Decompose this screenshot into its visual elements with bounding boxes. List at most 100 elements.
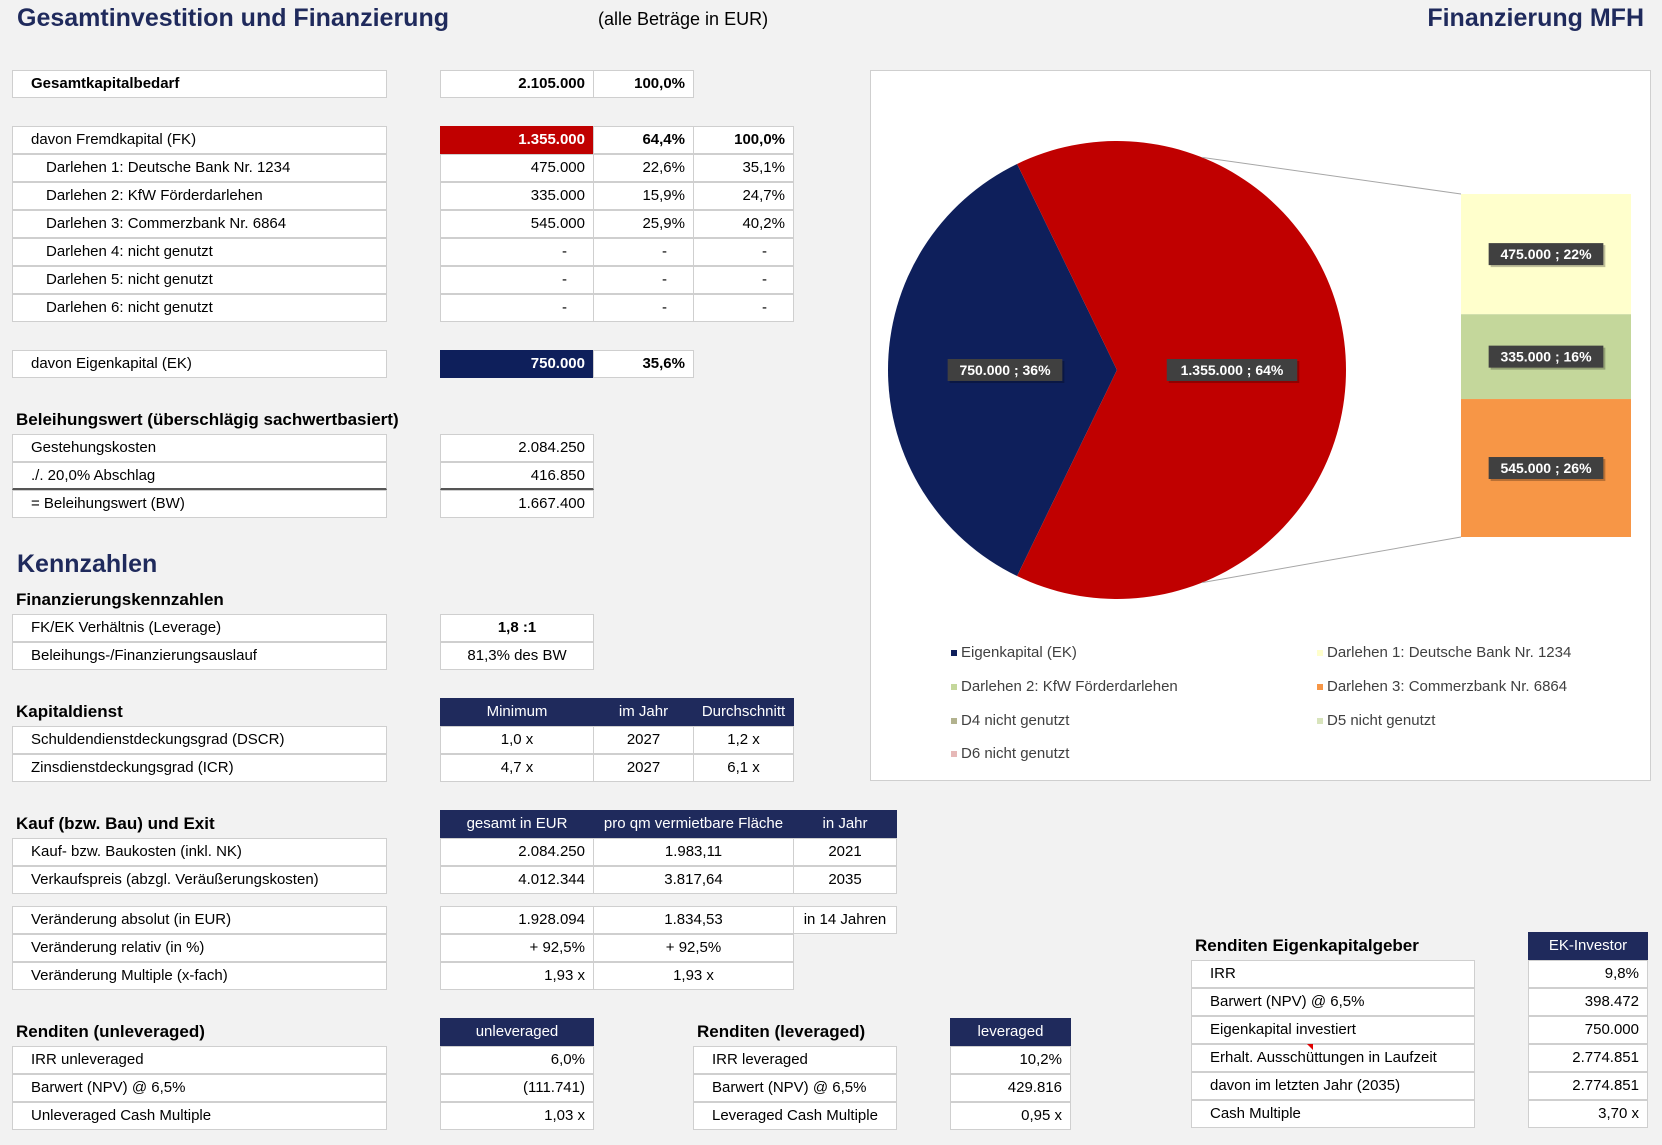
ekinv-row-label[interactable]: Erhalt. Ausschüttungen in Laufzeit (1191, 1044, 1475, 1072)
kauf-row-total[interactable]: 2.084.250 (440, 838, 594, 866)
change-label[interactable]: Veränderung Multiple (x-fach) (12, 962, 387, 990)
loan-pct2[interactable]: - (693, 238, 794, 266)
loan-pct2[interactable]: 24,7% (693, 182, 794, 210)
kauf-row-qm[interactable]: 3.817,64 (593, 866, 794, 894)
loan-value[interactable]: - (440, 294, 594, 322)
loan-pct2[interactable]: 35,1% (693, 154, 794, 182)
kauf-row-total[interactable]: 4.012.344 (440, 866, 594, 894)
loan-value[interactable]: - (440, 266, 594, 294)
auslauf-value[interactable]: 81,3% des BW (440, 642, 594, 670)
ek-value[interactable]: 750.000 (440, 350, 594, 378)
comment-marker-icon[interactable] (1307, 1044, 1313, 1050)
data-label: 750.000 ; 36% (959, 362, 1051, 378)
loan-pct[interactable]: - (593, 238, 694, 266)
beleihung-row-label[interactable]: ./. 20,0% Abschlag (12, 462, 387, 490)
ekinv-row-value[interactable]: 750.000 (1528, 1016, 1648, 1044)
loan-pct2[interactable]: - (693, 294, 794, 322)
loan-pct[interactable]: - (593, 294, 694, 322)
loan-pct[interactable]: 22,6% (593, 154, 694, 182)
unlev-row-label[interactable]: Unleveraged Cash Multiple (12, 1102, 387, 1130)
dscr-avg[interactable]: 1,2 x (693, 726, 794, 754)
data-label-box (1488, 243, 1604, 266)
ekinv-row-value[interactable]: 3,70 x (1528, 1100, 1648, 1128)
loan-label[interactable]: Darlehen 4: nicht genutzt (12, 238, 387, 266)
beleihung-row-value[interactable]: 416.850 (440, 462, 594, 490)
icr-min[interactable]: 4,7 x (440, 754, 594, 782)
change-total[interactable]: + 92,5% (440, 934, 594, 962)
lev-row-label[interactable]: IRR leveraged (693, 1046, 897, 1074)
loan-label[interactable]: Darlehen 3: Commerzbank Nr. 6864 (12, 210, 387, 238)
dscr-min[interactable]: 1,0 x (440, 726, 594, 754)
beleihung-title: Beleihungswert (überschlägig sachwertbas… (16, 410, 399, 429)
leverage-label[interactable]: FK/EK Verhältnis (Leverage) (12, 614, 387, 642)
loan-value[interactable]: - (440, 238, 594, 266)
dscr-label[interactable]: Schuldendienstdeckungsgrad (DSCR) (12, 726, 387, 754)
loan-pct[interactable]: 15,9% (593, 182, 694, 210)
fk-pct[interactable]: 64,4% (593, 126, 694, 154)
kauf-row-year[interactable]: 2035 (793, 866, 897, 894)
change-note[interactable]: in 14 Jahren (793, 906, 897, 934)
financing-chart[interactable]: 475.000 ; 22% 335.000 ; 16% 545.000 ; 26% 7… (870, 70, 1651, 781)
loan-pct[interactable]: - (593, 266, 694, 294)
change-total[interactable]: 1.928.094 (440, 906, 594, 934)
ekinv-row-label[interactable]: Cash Multiple (1191, 1100, 1475, 1128)
beleihung-row-label[interactable]: = Beleihungswert (BW) (12, 490, 387, 518)
ek-pct[interactable]: 35,6% (593, 350, 694, 378)
loan-value[interactable]: 335.000 (440, 182, 594, 210)
loan-label[interactable]: Darlehen 1: Deutsche Bank Nr. 1234 (12, 154, 387, 182)
lev-row-value[interactable]: 429.816 (950, 1074, 1071, 1102)
total-pct[interactable]: 100,0% (593, 70, 694, 98)
total-value[interactable]: 2.105.000 (440, 70, 594, 98)
legend-item: D5 nicht genutzt (1317, 712, 1435, 729)
kauf-row-year[interactable]: 2021 (793, 838, 897, 866)
beleihung-row-value[interactable]: 1.667.400 (440, 490, 594, 518)
leverage-value[interactable]: 1,8 :1 (440, 614, 594, 642)
loan-label[interactable]: Darlehen 5: nicht genutzt (12, 266, 387, 294)
change-qm[interactable]: 1,93 x (593, 962, 794, 990)
ekinv-row-value[interactable]: 9,8% (1528, 960, 1648, 988)
unlev-row-value[interactable]: (111.741) (440, 1074, 594, 1102)
lev-row-value[interactable]: 0,95 x (950, 1102, 1071, 1130)
ek-label[interactable]: davon Eigenkapital (EK) (12, 350, 387, 378)
ekinv-row-value[interactable]: 398.472 (1528, 988, 1648, 1016)
loan-value[interactable]: 475.000 (440, 154, 594, 182)
loan-pct[interactable]: 25,9% (593, 210, 694, 238)
auslauf-label[interactable]: Beleihungs-/Finanzierungsauslauf (12, 642, 387, 670)
ekinv-row-label[interactable]: Barwert (NPV) @ 6,5% (1191, 988, 1475, 1016)
lev-row-label[interactable]: Barwert (NPV) @ 6,5% (693, 1074, 897, 1102)
ekinv-row-value[interactable]: 2.774.851 (1528, 1072, 1648, 1100)
unlev-row-label[interactable]: Barwert (NPV) @ 6,5% (12, 1074, 387, 1102)
change-label[interactable]: Veränderung relativ (in %) (12, 934, 387, 962)
fk-label[interactable]: davon Fremdkapital (FK) (12, 126, 387, 154)
unlev-row-label[interactable]: IRR unleveraged (12, 1046, 387, 1074)
change-qm[interactable]: + 92,5% (593, 934, 794, 962)
kauf-row-qm[interactable]: 1.983,11 (593, 838, 794, 866)
change-qm[interactable]: 1.834,53 (593, 906, 794, 934)
change-total[interactable]: 1,93 x (440, 962, 594, 990)
ekinv-row-label[interactable]: davon im letzten Jahr (2035) (1191, 1072, 1475, 1100)
unlev-row-value[interactable]: 6,0% (440, 1046, 594, 1074)
lev-row-label[interactable]: Leveraged Cash Multiple (693, 1102, 897, 1130)
beleihung-row-label[interactable]: Gestehungskosten (12, 434, 387, 462)
ekinv-row-value[interactable]: 2.774.851 (1528, 1044, 1648, 1072)
icr-year[interactable]: 2027 (593, 754, 694, 782)
lev-row-value[interactable]: 10,2% (950, 1046, 1071, 1074)
dscr-year[interactable]: 2027 (593, 726, 694, 754)
loan-label[interactable]: Darlehen 6: nicht genutzt (12, 294, 387, 322)
loan-label[interactable]: Darlehen 2: KfW Förderdarlehen (12, 182, 387, 210)
loan-value[interactable]: 545.000 (440, 210, 594, 238)
beleihung-row-value[interactable]: 2.084.250 (440, 434, 594, 462)
change-label[interactable]: Veränderung absolut (in EUR) (12, 906, 387, 934)
ekinv-row-label[interactable]: IRR (1191, 960, 1475, 988)
kauf-row-label[interactable]: Verkaufspreis (abzgl. Veräußerungskosten… (12, 866, 387, 894)
fk-pct2[interactable]: 100,0% (693, 126, 794, 154)
ekinv-row-label[interactable]: Eigenkapital investiert (1191, 1016, 1475, 1044)
unlev-row-value[interactable]: 1,03 x (440, 1102, 594, 1130)
loan-pct2[interactable]: - (693, 266, 794, 294)
icr-avg[interactable]: 6,1 x (693, 754, 794, 782)
fk-value[interactable]: 1.355.000 (440, 126, 594, 154)
loan-pct2[interactable]: 40,2% (693, 210, 794, 238)
icr-label[interactable]: Zinsdienstdeckungsgrad (ICR) (12, 754, 387, 782)
kauf-row-label[interactable]: Kauf- bzw. Baukosten (inkl. NK) (12, 838, 387, 866)
total-label[interactable]: Gesamtkapitalbedarf (12, 70, 387, 98)
